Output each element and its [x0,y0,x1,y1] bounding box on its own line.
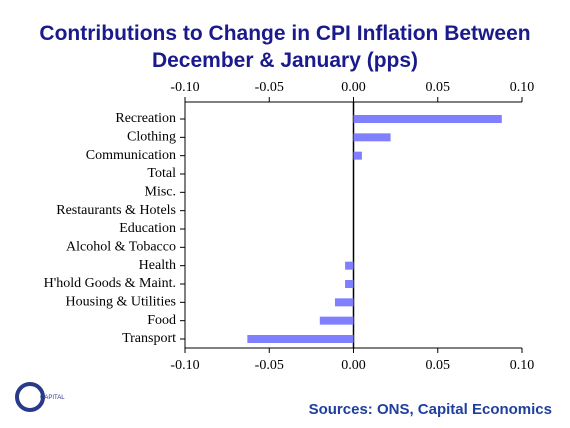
bar [247,335,354,343]
y-tick-label: Misc. [145,185,177,200]
y-tick-label: Communication [86,148,176,163]
y-tick-label: H'hold Goods & Maint. [44,276,176,291]
y-tick-label: Recreation [115,111,176,126]
x-tick-label: -0.05 [255,80,284,95]
bar [353,115,502,123]
chart-title: Contributions to Change in CPI Inflation… [39,22,530,45]
x-tick-label: 0.10 [510,358,535,373]
chart-title: December & January (pps) [152,49,418,72]
y-tick-label: Restaurants & Hotels [56,203,176,218]
x-tick-label: 0.05 [426,80,451,95]
bar [353,133,391,142]
bar [334,298,354,307]
y-tick-label: Food [147,313,176,328]
y-tick-label: Education [119,221,176,236]
x-tick-label: -0.05 [255,358,284,373]
logo-ring [15,382,45,412]
logo: CAPITAL [15,382,65,412]
logo-text: CAPITAL [40,395,65,401]
y-tick-label: Health [139,258,176,273]
bar [345,280,354,288]
x-tick-label: 0.05 [426,358,451,373]
bar [345,261,354,270]
x-tick-label: 0.00 [341,80,366,95]
y-tick-label: Clothing [127,130,176,145]
x-tick-label: 0.10 [510,80,535,95]
y-tick-label: Total [147,166,176,181]
x-tick-label: -0.10 [170,358,199,373]
y-tick-label: Transport [122,331,176,346]
source: Sources: ONS, Capital Economics [309,401,552,418]
x-tick-label: -0.10 [170,80,199,95]
bar [319,316,354,325]
bar [353,151,362,160]
y-tick-label: Alcohol & Tobacco [66,240,176,255]
x-tick-label: 0.00 [341,358,366,373]
y-tick-label: Housing & Utilities [66,295,176,310]
